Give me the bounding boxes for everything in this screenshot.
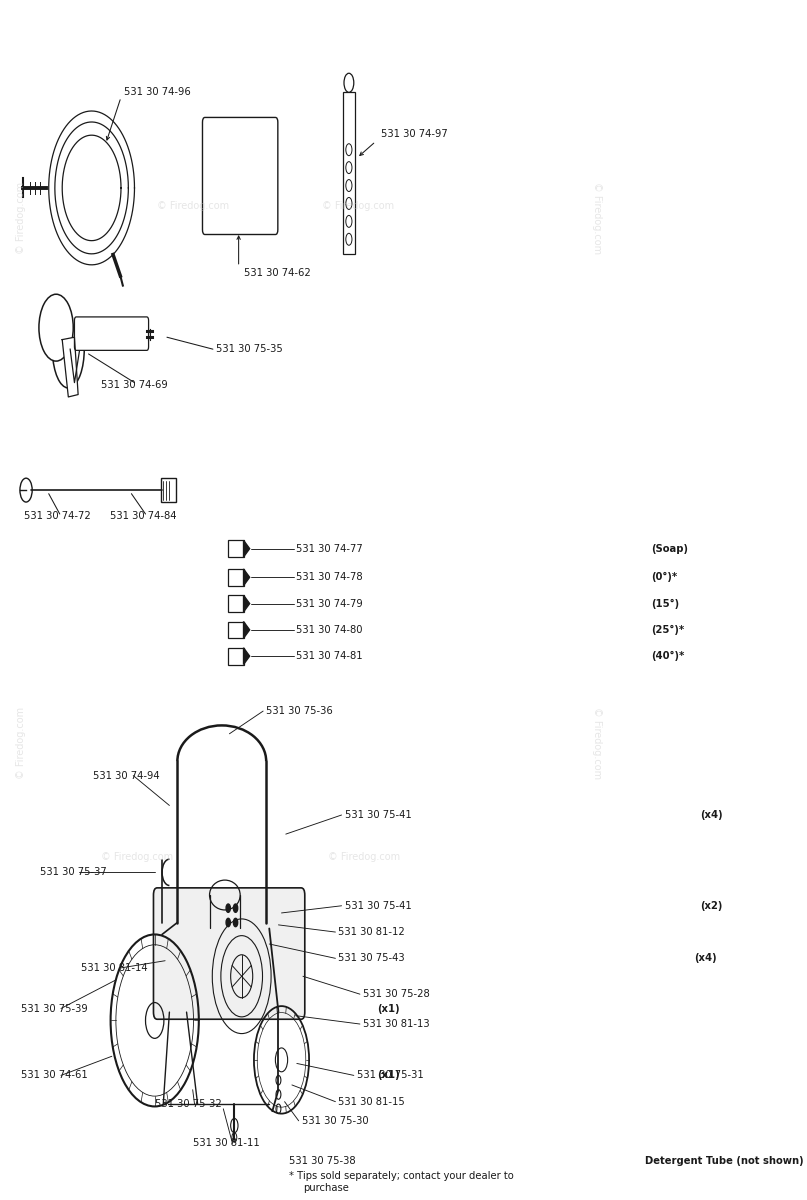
Circle shape — [233, 918, 238, 926]
Text: © Firedog.com: © Firedog.com — [16, 181, 26, 254]
Text: 531 30 74-97: 531 30 74-97 — [381, 130, 448, 139]
Text: 531 30 81-11: 531 30 81-11 — [193, 1139, 259, 1148]
Bar — [228, 595, 244, 612]
Text: 531 30 75-37: 531 30 75-37 — [40, 868, 107, 877]
Text: 531 30 75-43: 531 30 75-43 — [338, 953, 408, 964]
Text: 531 30 75-35: 531 30 75-35 — [216, 344, 282, 354]
Text: (40°)*: (40°)* — [651, 652, 684, 661]
Text: 531 30 74-81: 531 30 74-81 — [295, 652, 366, 661]
Text: Detergent Tube (not shown): Detergent Tube (not shown) — [645, 1157, 804, 1166]
Text: 531 30 81-15: 531 30 81-15 — [338, 1097, 405, 1106]
Bar — [228, 622, 244, 638]
Text: © Firedog.com: © Firedog.com — [102, 852, 174, 862]
Text: 531 30 75-32: 531 30 75-32 — [155, 1099, 221, 1109]
Text: 531 30 75-36: 531 30 75-36 — [266, 706, 333, 716]
Text: 531 30 74-61: 531 30 74-61 — [21, 1070, 91, 1080]
FancyBboxPatch shape — [203, 118, 278, 234]
Bar — [228, 648, 244, 665]
Text: 531 30 75-39: 531 30 75-39 — [21, 1003, 91, 1014]
Text: (0°)*: (0°)* — [651, 572, 677, 582]
Text: 531 30 74-69: 531 30 74-69 — [101, 380, 168, 390]
Text: 531 30 81-14: 531 30 81-14 — [82, 962, 148, 973]
Bar — [228, 569, 244, 586]
Text: 531 30 74-72: 531 30 74-72 — [24, 511, 91, 521]
Text: © Firedog.com: © Firedog.com — [322, 200, 394, 211]
Text: 531 30 74-80: 531 30 74-80 — [295, 625, 366, 635]
Text: 531 30 75-28: 531 30 75-28 — [363, 989, 430, 1000]
Polygon shape — [244, 595, 249, 612]
Text: 531 30 74-94: 531 30 74-94 — [94, 770, 160, 780]
Text: 531 30 74-84: 531 30 74-84 — [110, 511, 177, 521]
Text: 531 30 81-12: 531 30 81-12 — [338, 928, 405, 937]
Text: (25°)*: (25°)* — [651, 625, 684, 635]
Circle shape — [226, 918, 230, 926]
Text: 531 30 75-41: 531 30 75-41 — [345, 901, 415, 911]
Bar — [343, 92, 355, 253]
Bar — [161, 478, 176, 502]
Text: (x1): (x1) — [377, 1003, 399, 1014]
Text: 531 30 74-78: 531 30 74-78 — [295, 572, 366, 582]
Text: (x4): (x4) — [694, 953, 717, 964]
Polygon shape — [62, 337, 78, 397]
Text: (x1): (x1) — [377, 1070, 399, 1080]
Text: 531 30 75-38: 531 30 75-38 — [290, 1157, 359, 1166]
Text: 531 30 75-41: 531 30 75-41 — [345, 810, 415, 820]
Text: © Firedog.com: © Firedog.com — [157, 200, 228, 211]
Text: (x2): (x2) — [700, 901, 722, 911]
Polygon shape — [244, 569, 249, 586]
Text: © Firedog.com: © Firedog.com — [592, 707, 602, 779]
Text: © Firedog.com: © Firedog.com — [328, 852, 400, 862]
FancyBboxPatch shape — [153, 888, 305, 1019]
Text: © Firedog.com: © Firedog.com — [592, 181, 602, 254]
Text: © Firedog.com: © Firedog.com — [16, 707, 26, 779]
Polygon shape — [244, 648, 249, 665]
FancyBboxPatch shape — [74, 317, 148, 350]
Bar — [228, 540, 244, 557]
Text: 531 30 75-30: 531 30 75-30 — [302, 1116, 368, 1126]
Circle shape — [233, 904, 238, 912]
Polygon shape — [244, 540, 249, 557]
Text: 531 30 74-77: 531 30 74-77 — [295, 544, 366, 553]
Text: purchase: purchase — [303, 1183, 349, 1193]
Text: 531 30 81-13: 531 30 81-13 — [363, 1019, 429, 1030]
Text: (Soap): (Soap) — [651, 544, 688, 553]
Text: 531 30 74-79: 531 30 74-79 — [295, 599, 366, 608]
Text: 531 30 74-62: 531 30 74-62 — [244, 268, 310, 277]
Text: 531 30 74-96: 531 30 74-96 — [124, 88, 190, 97]
Text: (15°): (15°) — [651, 599, 679, 608]
Text: * Tips sold separately; contact your dealer to: * Tips sold separately; contact your dea… — [290, 1171, 514, 1181]
Text: 531 30 75-31: 531 30 75-31 — [357, 1070, 424, 1080]
Text: (x4): (x4) — [700, 810, 723, 820]
Polygon shape — [244, 622, 249, 638]
Circle shape — [226, 904, 230, 912]
